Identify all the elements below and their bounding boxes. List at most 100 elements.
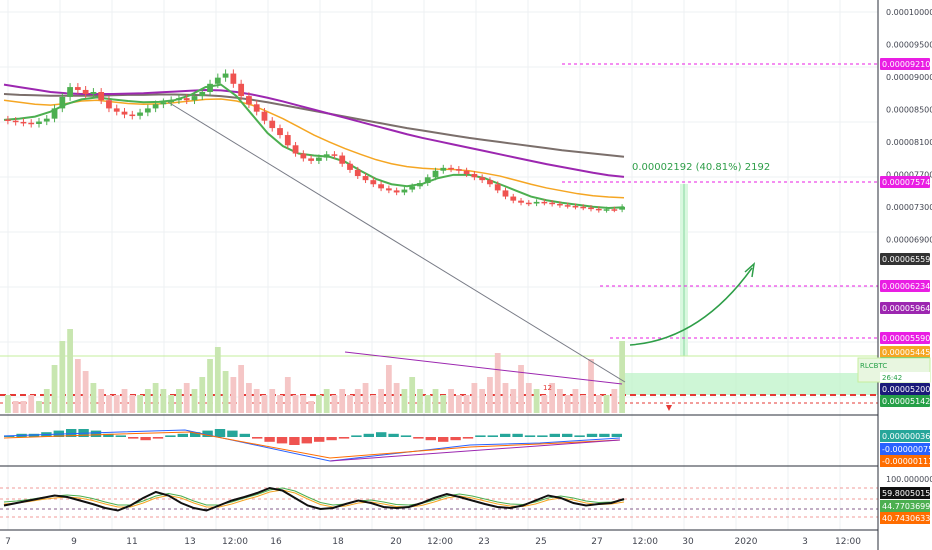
macd-histogram-bar — [351, 435, 362, 437]
stoch-tag-label: 40.74306333 — [882, 514, 932, 523]
down-arrow-icon — [666, 405, 672, 411]
macd-histogram-bar — [562, 433, 573, 437]
measure-annotation: 0.00002192 (40.81%) 2192 — [632, 162, 770, 173]
volume-bar — [300, 395, 307, 413]
volume-bar — [207, 359, 213, 413]
candle-body — [323, 154, 330, 158]
volume-bar — [510, 389, 517, 413]
price-tag-label: 0.00005200 — [882, 385, 930, 394]
time-axis[interactable]: 7 9 11 13 12:00 16 18 20 12:00 23 25 27 12:00 30 2020 3… — [5, 537, 861, 547]
stoch-tag — [880, 512, 930, 524]
candle-body — [82, 89, 89, 95]
macd-histogram-bar — [400, 435, 412, 437]
candle-body — [183, 98, 190, 101]
volume-bar — [455, 395, 462, 413]
macd-histogram-bar — [140, 437, 151, 441]
volume-bar — [494, 353, 501, 413]
volume-bar — [292, 395, 299, 413]
volume-bar — [370, 395, 377, 413]
macd-histogram-bar — [586, 433, 598, 437]
candle-body — [59, 96, 66, 109]
candle-body — [549, 202, 556, 205]
macd-tag-label: 0.00000036 — [882, 432, 930, 441]
macd-histogram-bar — [574, 435, 585, 437]
macd-histogram-bar — [152, 437, 164, 439]
volume-bar — [354, 389, 361, 413]
macd-histogram-bar — [512, 433, 523, 437]
candle-body — [168, 100, 175, 103]
volume-bar — [572, 389, 579, 413]
candle-body — [144, 108, 151, 113]
price-tag — [880, 395, 930, 407]
volume-bar — [12, 401, 19, 413]
volume-bar — [463, 395, 470, 413]
candle-body — [362, 176, 369, 181]
volume-bar — [557, 389, 563, 413]
candle-body — [300, 153, 307, 159]
volume-bar — [502, 383, 509, 413]
time-tick-label: 12:00 — [835, 537, 861, 547]
volume-bar — [471, 383, 478, 413]
price-tick-label: 0.00008100 — [886, 138, 932, 147]
stoch-slow-line — [3, 487, 625, 506]
volume-bars — [5, 329, 625, 413]
candle-body — [106, 100, 112, 109]
price-tag — [880, 253, 930, 265]
candle-body — [246, 96, 252, 105]
candle-body — [533, 201, 540, 204]
volume-bar — [378, 389, 384, 413]
volume-bar — [168, 395, 175, 413]
volume-bar — [59, 341, 66, 413]
candle-body — [292, 145, 299, 154]
candle-body — [588, 207, 594, 210]
candlesticks — [5, 69, 625, 213]
candle-body — [129, 114, 136, 117]
price-tick-label: 0.00009500 — [886, 41, 932, 50]
stoch-tag — [880, 487, 930, 499]
price-tag — [880, 176, 930, 188]
price-tick-label: 0.00008500 — [886, 106, 932, 115]
candle-body — [619, 206, 625, 210]
volume-bar — [595, 395, 602, 413]
macd-histogram-bar — [165, 435, 176, 437]
macd-histogram-bar — [90, 430, 102, 437]
volume-bar — [339, 389, 346, 413]
projection-arrow — [629, 267, 753, 346]
candle-body — [347, 163, 353, 170]
price-tag-label: 0.00006559 — [882, 255, 930, 264]
stoch-k-line — [3, 486, 625, 512]
candle-body — [98, 92, 105, 101]
time-tick-label: 12:00 — [632, 537, 658, 547]
candle-body — [90, 92, 97, 95]
macd-histogram-bar — [66, 429, 77, 437]
macd-histogram-bar — [252, 437, 263, 439]
stoch-tag-label: 44.77036993 — [882, 502, 932, 511]
price-axis[interactable]: 0.00010000 0.00009500 0.00009000 0.00008500… — [886, 8, 932, 484]
volume-bar — [253, 389, 260, 413]
volume-bar — [479, 389, 486, 413]
price-tag-label: 0.00009210 — [882, 60, 930, 69]
volume-bar — [230, 377, 237, 413]
price-tag-label: 0.00007574 — [882, 178, 930, 187]
volume-bar — [238, 365, 245, 413]
volume-bar — [98, 389, 105, 413]
candle-body — [199, 92, 206, 97]
candle-body — [455, 169, 462, 171]
macd-histogram-bar — [363, 433, 374, 437]
price-tag — [880, 332, 930, 344]
volume-bar — [176, 389, 182, 413]
candle-body — [160, 102, 167, 105]
volume-bar — [129, 395, 136, 413]
macd-tag-label: -0.00000075 — [882, 445, 932, 454]
time-tick-label: 7 — [5, 537, 11, 547]
stoch-tag — [880, 500, 930, 512]
chart-mark-12: 12 — [543, 384, 552, 392]
candle-body — [230, 73, 237, 84]
volume-bar — [277, 395, 283, 413]
candle-body — [284, 135, 291, 146]
volume-bar — [82, 371, 89, 413]
macd-histogram-bar — [202, 430, 213, 437]
volume-bar — [323, 389, 330, 413]
